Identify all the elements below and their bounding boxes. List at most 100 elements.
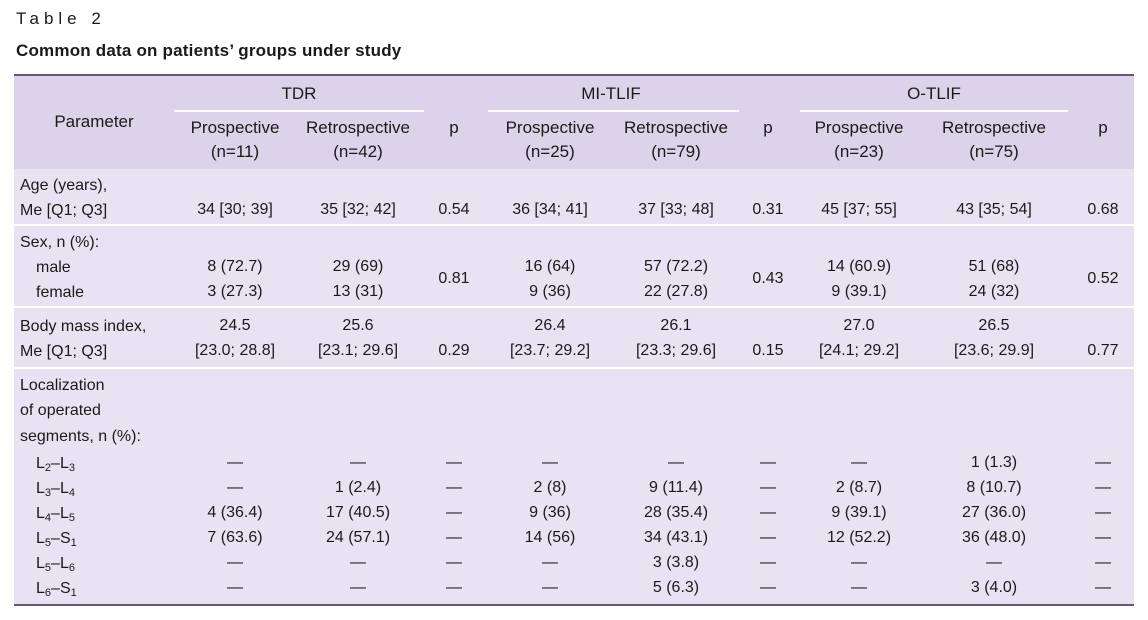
segment-label: L3–L4: [36, 480, 75, 499]
bmi-otlif-prosp-med: 27.0: [843, 317, 875, 334]
bmi-otlif-p: 0.77: [1087, 342, 1119, 359]
header-p-1: p: [449, 118, 459, 137]
segment-cell: 7 (63.6): [207, 529, 263, 546]
row-label-bmi-1: Body mass index,: [20, 318, 147, 335]
segment-cell: —: [986, 554, 1002, 571]
bmi-mitlif-prosp-med: 26.4: [534, 317, 566, 334]
segment-cell: —: [446, 529, 462, 546]
sex-tdr-p: 0.81: [438, 270, 470, 287]
bmi-mitlif-p: 0.15: [752, 342, 784, 359]
row-separator: [14, 224, 1134, 226]
header-group-mitlif: MI-TLIF: [581, 84, 641, 103]
segment-cell: —: [227, 554, 243, 571]
segment-cell: —: [668, 454, 684, 471]
segment-cell: 9 (11.4): [649, 479, 703, 496]
female-mitlif-retro: 22 (27.8): [643, 283, 709, 300]
row-label-male: male: [36, 259, 71, 276]
bmi-mitlif-prosp-iqr: [23.7; 29.2]: [509, 342, 591, 359]
table-title: Common data on patients’ groups under st…: [16, 41, 402, 60]
segment-cell: 3 (3.8): [652, 554, 700, 571]
header-p-3: p: [1098, 118, 1108, 137]
header-col-3: Prospective (n=25): [505, 118, 595, 161]
bmi-otlif-prosp-iqr: [24.1; 29.2]: [818, 342, 900, 359]
segment-cell: —: [1095, 479, 1111, 496]
group-underline-otlif: [800, 110, 1068, 112]
segment-cell: —: [760, 504, 776, 521]
row-label-female: female: [36, 284, 85, 301]
segment-cell: —: [446, 479, 462, 496]
segment-cell: —: [760, 529, 776, 546]
table-caption: Table 2: [16, 9, 106, 28]
segment-cell: 2 (8.7): [835, 479, 883, 496]
row-separator: [14, 367, 1134, 369]
segment-cell: 27 (36.0): [961, 504, 1027, 521]
header-col-2: Retrospective (n=42): [306, 118, 410, 161]
bmi-tdr-p: 0.29: [438, 342, 470, 359]
female-mitlif-prosp: 9 (36): [529, 283, 571, 300]
bmi-otlif-retro-iqr: [23.6; 29.9]: [953, 342, 1035, 359]
male-mitlif-retro: 57 (72.2): [643, 258, 709, 275]
header-col-1: Prospective (n=11): [190, 118, 280, 161]
row-label-loc-1: Localization: [20, 377, 105, 394]
row-label-age-1: Age (years),: [20, 177, 108, 194]
segment-cell: —: [542, 579, 558, 596]
segment-label: L6–S1: [36, 580, 77, 599]
female-otlif-retro: 24 (32): [968, 283, 1020, 300]
segment-cell: —: [227, 579, 243, 596]
segment-cell: 9 (39.1): [831, 504, 887, 521]
segment-cell: —: [446, 454, 462, 471]
row-label-age-2: Me [Q1; Q3]: [20, 202, 108, 219]
segment-cell: 14 (56): [524, 529, 576, 546]
segment-cell: —: [350, 454, 366, 471]
bmi-mitlif-retro-iqr: [23.3; 29.6]: [635, 342, 717, 359]
segment-cell: 1 (1.3): [970, 454, 1018, 471]
group-underline-tdr: [174, 110, 424, 112]
header-col-6: Retrospective (n=75): [942, 118, 1046, 161]
row-label-loc-3: segments, n (%):: [20, 428, 141, 445]
segment-cell: 4 (36.4): [207, 504, 263, 521]
header-parameter: Parameter: [54, 112, 134, 131]
segment-cell: 36 (48.0): [961, 529, 1027, 546]
segment-cell: —: [760, 554, 776, 571]
segment-cell: 34 (43.1): [643, 529, 709, 546]
segment-cell: 5 (6.3): [652, 579, 700, 596]
bmi-otlif-retro-med: 26.5: [978, 317, 1010, 334]
segment-label: L2–L3: [36, 455, 75, 474]
data-table: Parameter TDR MI-TLIF O-TLIF Prospective…: [14, 74, 1134, 606]
male-tdr-retro: 29 (69): [332, 258, 384, 275]
header-group-otlif: O-TLIF: [907, 84, 961, 103]
age-tdr-prosp: 34 [30; 39]: [197, 201, 273, 218]
segment-cell: —: [1095, 504, 1111, 521]
age-tdr-retro: 35 [32; 42]: [320, 201, 396, 218]
segment-cell: 1 (2.4): [334, 479, 382, 496]
table-header: Parameter TDR MI-TLIF O-TLIF Prospective…: [14, 74, 1134, 169]
segment-cell: —: [446, 579, 462, 596]
age-mitlif-retro: 37 [33; 48]: [638, 201, 714, 218]
age-otlif-retro: 43 [35; 54]: [956, 201, 1032, 218]
segment-cell: 12 (52.2): [826, 529, 892, 546]
row-label-bmi-2: Me [Q1; Q3]: [20, 343, 108, 360]
bmi-tdr-prosp-med: 24.5: [219, 317, 251, 334]
segment-cell: —: [1095, 529, 1111, 546]
segment-cell: —: [446, 554, 462, 571]
age-otlif-prosp: 45 [37; 55]: [821, 201, 897, 218]
segment-cell: 17 (40.5): [325, 504, 391, 521]
group-underline-mitlif: [488, 110, 739, 112]
segment-cell: —: [851, 554, 867, 571]
segment-cell: 3 (4.0): [970, 579, 1018, 596]
segment-cell: —: [227, 454, 243, 471]
segment-cell: —: [1095, 454, 1111, 471]
segment-cell: —: [350, 579, 366, 596]
segment-cell: —: [446, 504, 462, 521]
male-otlif-retro: 51 (68): [968, 258, 1020, 275]
segment-cell: —: [851, 579, 867, 596]
segment-cell: —: [350, 554, 366, 571]
segment-cell: —: [851, 454, 867, 471]
segment-label: L4–L5: [36, 505, 75, 524]
table-body: [14, 169, 1134, 604]
male-otlif-prosp: 14 (60.9): [826, 258, 892, 275]
age-otlif-p: 0.68: [1087, 201, 1119, 218]
segment-cell: —: [542, 454, 558, 471]
sex-mitlif-p: 0.43: [752, 270, 784, 287]
header-p-2: p: [763, 118, 773, 137]
